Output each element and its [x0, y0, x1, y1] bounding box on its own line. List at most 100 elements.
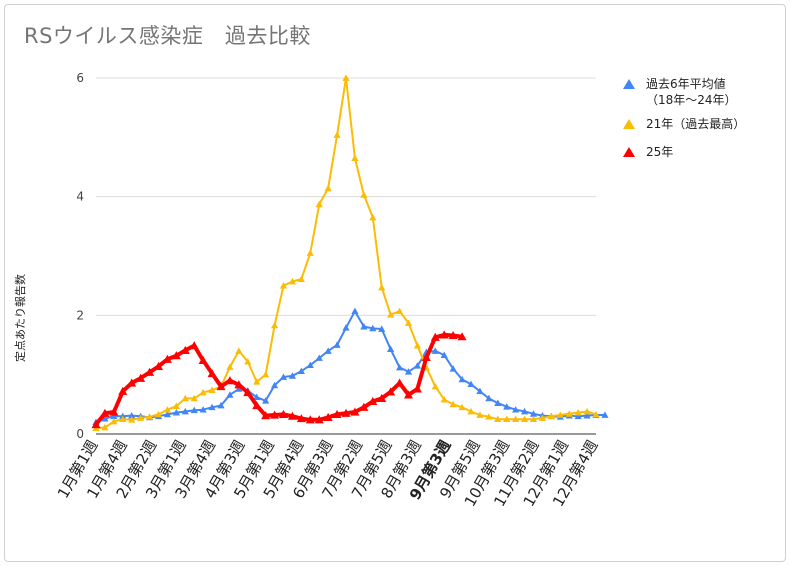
data-point	[476, 411, 484, 418]
data-point	[235, 385, 243, 392]
data-point	[145, 367, 155, 376]
data-point	[315, 354, 323, 361]
data-point	[217, 401, 225, 409]
data-point	[387, 311, 395, 318]
data-point	[503, 415, 511, 423]
data-point	[154, 361, 163, 370]
data-point	[180, 345, 190, 354]
series-line	[94, 332, 463, 426]
data-point	[512, 406, 520, 413]
y-tick-label: 4	[76, 190, 84, 204]
data-point	[190, 394, 198, 402]
data-point	[350, 407, 360, 416]
data-point	[404, 368, 413, 375]
data-point	[199, 388, 207, 396]
legend-label-line2: （18年〜24年）	[646, 93, 737, 107]
data-point	[181, 394, 189, 402]
data-point	[109, 407, 119, 416]
data-point	[315, 200, 323, 208]
data-point	[305, 415, 315, 424]
data-point	[448, 331, 458, 340]
y-tick-label: 0	[76, 427, 84, 441]
data-point	[412, 384, 422, 393]
data-point	[226, 363, 234, 370]
data-point	[377, 393, 387, 402]
data-point	[101, 414, 109, 422]
data-point	[208, 403, 216, 411]
data-point	[485, 413, 493, 420]
y-axis-ticks: 0 2 4 6	[76, 71, 84, 441]
data-point	[404, 390, 413, 399]
data-point	[323, 412, 333, 421]
data-point	[136, 373, 146, 382]
series-3	[91, 330, 467, 429]
data-point	[457, 332, 467, 341]
data-point	[163, 406, 172, 413]
data-point	[359, 402, 369, 411]
data-point	[467, 380, 475, 388]
data-point	[440, 351, 448, 358]
x-axis-ticks: 1月第1週1月第4週2月第2週3月第1週3月第4週4月第3週5月第1週5月第4週…	[54, 437, 602, 510]
data-point	[342, 324, 350, 331]
y-tick-label: 2	[76, 308, 84, 322]
data-point	[253, 393, 261, 401]
data-point	[341, 408, 351, 417]
data-point	[253, 378, 261, 385]
data-point	[181, 407, 189, 415]
data-point	[297, 275, 305, 283]
y-tick-label: 6	[76, 71, 84, 85]
data-point	[243, 387, 253, 397]
data-point	[324, 184, 332, 192]
data-point	[119, 415, 127, 423]
data-point	[592, 410, 600, 418]
series-line	[95, 310, 605, 424]
data-point	[431, 382, 439, 390]
data-point	[279, 282, 288, 289]
data-point	[324, 347, 332, 354]
data-point	[485, 394, 493, 402]
legend-label: 25年	[646, 145, 673, 159]
data-point	[351, 154, 359, 161]
chart-frame	[4, 4, 786, 562]
data-point	[538, 414, 547, 421]
data-point	[189, 341, 199, 350]
data-point	[413, 341, 422, 349]
data-point	[216, 382, 226, 391]
data-point	[421, 352, 431, 362]
data-point	[287, 411, 297, 420]
data-point	[306, 249, 314, 256]
data-point	[208, 386, 216, 393]
legend-label: 過去6年平均値	[646, 76, 726, 91]
data-point	[110, 417, 118, 425]
data-point	[439, 330, 449, 339]
data-point	[270, 381, 279, 389]
data-point	[235, 347, 243, 354]
data-point	[279, 373, 288, 380]
data-point	[378, 283, 386, 291]
data-point	[100, 408, 110, 417]
data-point	[547, 412, 555, 420]
data-point	[431, 347, 439, 354]
data-point	[279, 409, 288, 419]
data-point	[171, 351, 181, 360]
data-point	[404, 319, 413, 326]
data-point	[154, 410, 163, 418]
data-point	[395, 363, 404, 371]
data-point	[270, 410, 280, 419]
data-point	[127, 378, 137, 387]
data-point	[314, 415, 324, 424]
data-point	[172, 409, 180, 416]
data-point	[288, 372, 297, 379]
series-1	[92, 307, 609, 426]
data-point	[225, 376, 235, 385]
data-point	[162, 354, 172, 363]
data-point	[368, 396, 378, 405]
data-point	[476, 387, 484, 395]
data-point	[172, 402, 180, 409]
data-point	[262, 397, 270, 404]
data-point	[163, 410, 172, 418]
data-point	[333, 131, 341, 138]
data-point	[386, 387, 396, 396]
data-point	[565, 410, 573, 417]
